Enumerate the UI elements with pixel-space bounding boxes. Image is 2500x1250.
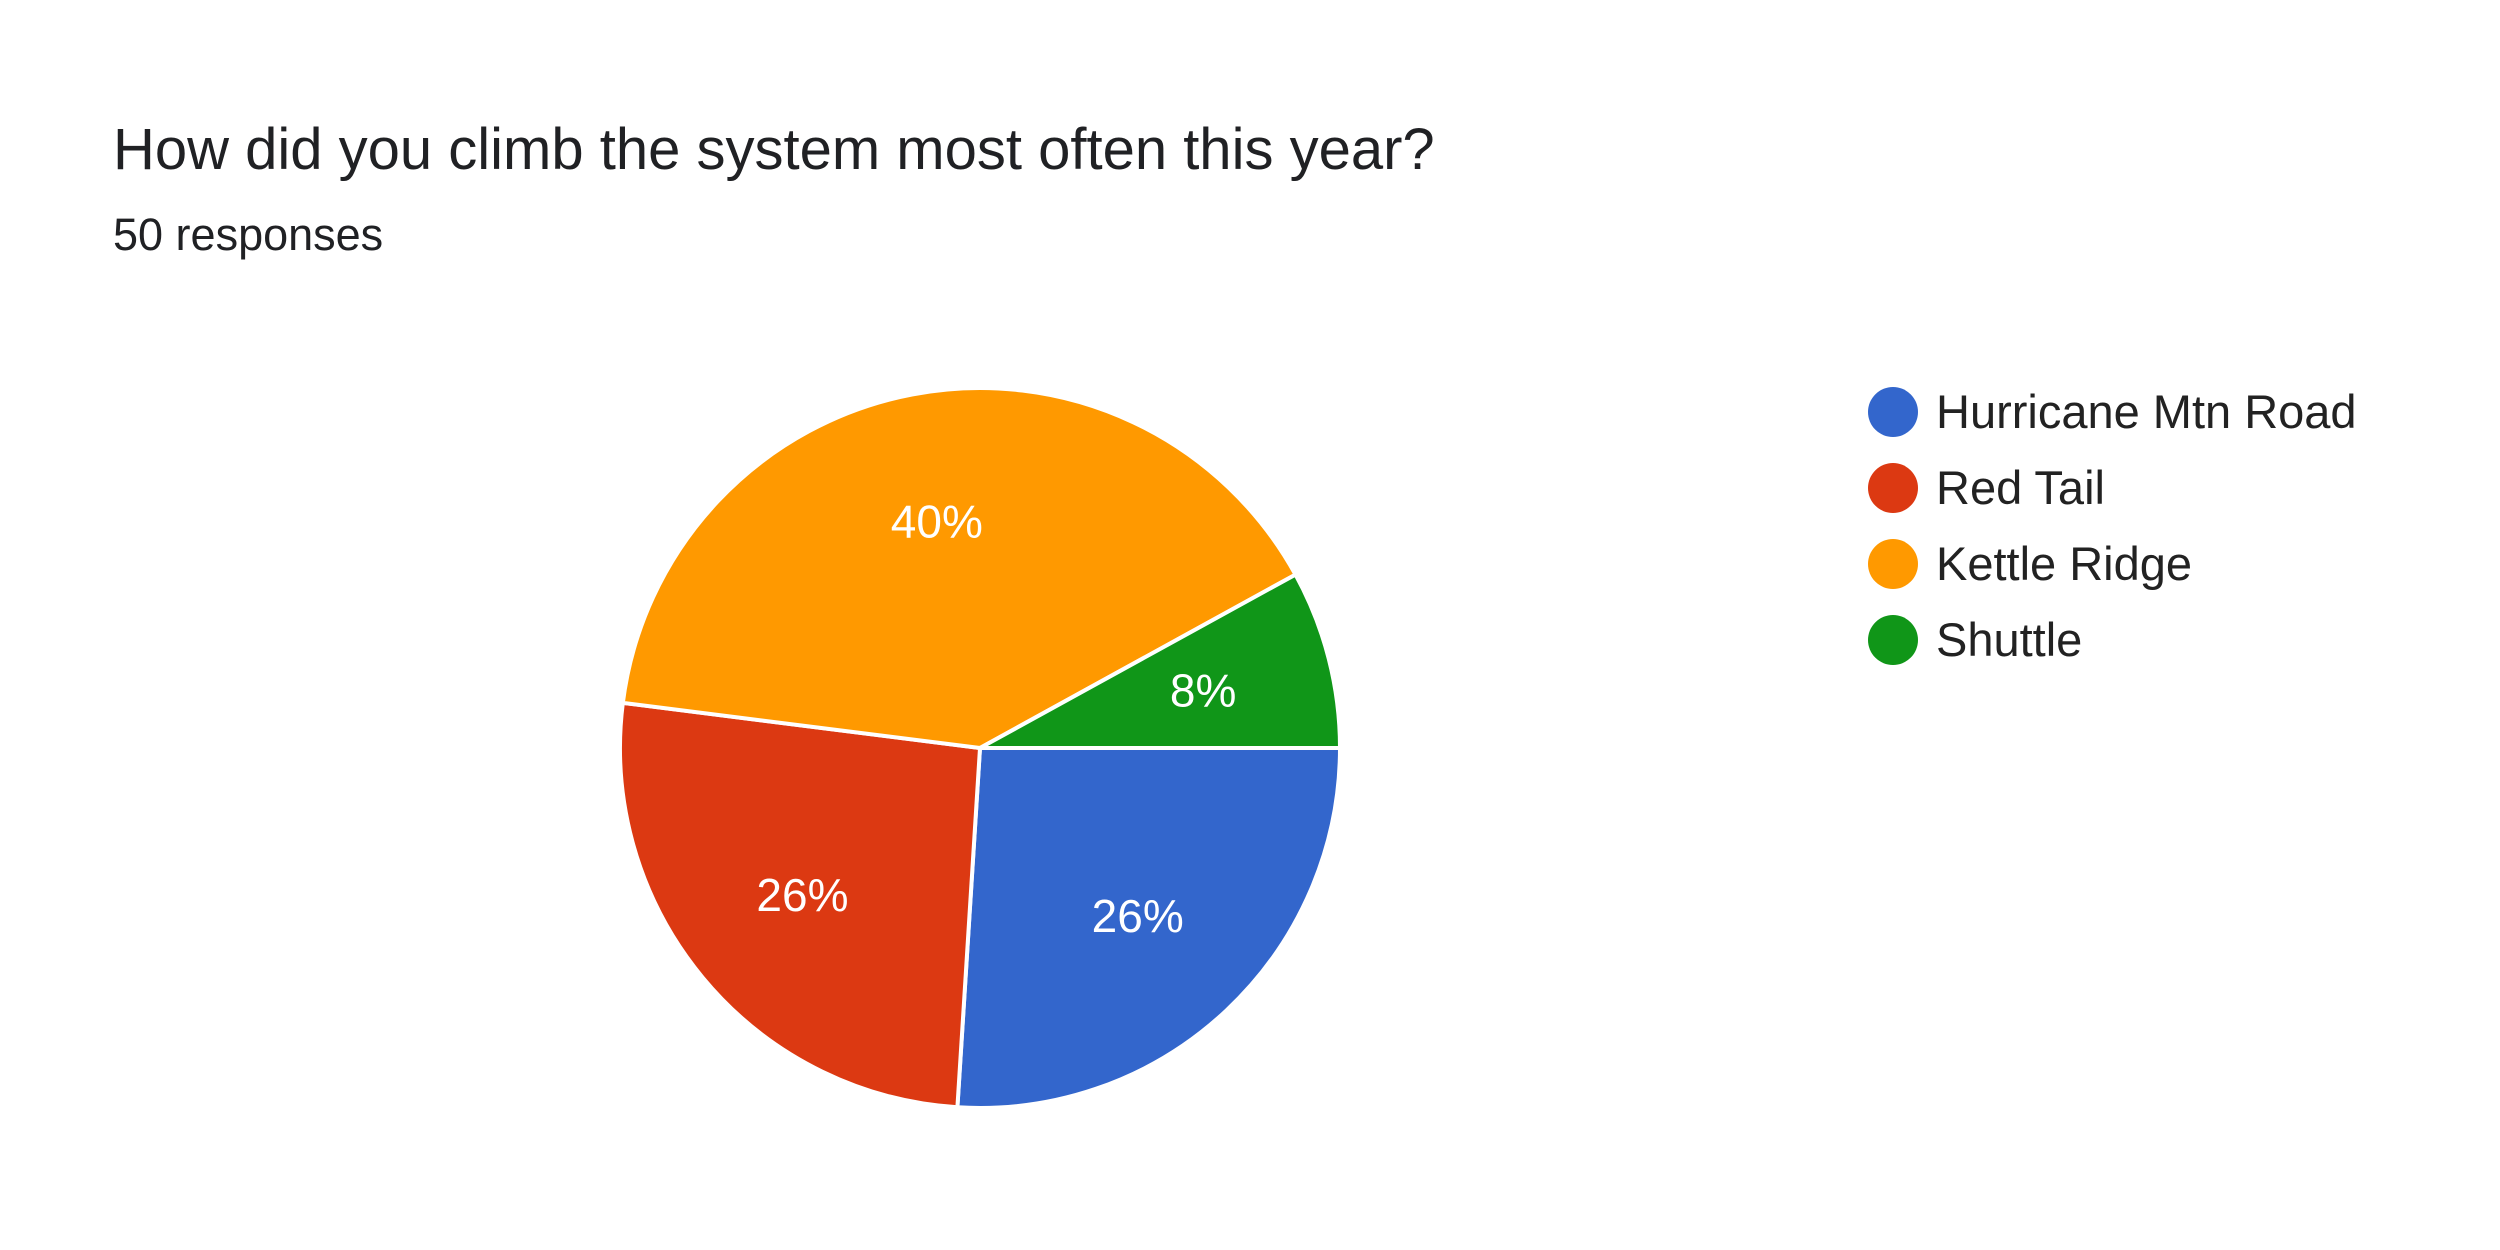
legend-item-kettle-ridge[interactable]: Kettle Ridge: [1868, 526, 2357, 602]
slice-label-hurricane-mtn-road: 26%: [1092, 890, 1184, 942]
chart-title: How did you climb the system most often …: [113, 117, 1435, 182]
slice-label-red-tail: 26%: [756, 869, 848, 921]
pie-slices: [618, 386, 1342, 1110]
legend-swatch-icon: [1868, 387, 1918, 437]
pie-slice-red-tail[interactable]: [618, 700, 982, 1110]
legend-swatch-icon: [1868, 539, 1918, 589]
pie-slice-shuttle[interactable]: [978, 572, 1342, 750]
legend-item-shuttle[interactable]: Shuttle: [1868, 602, 2357, 678]
pie-slice-kettle-ridge[interactable]: [620, 386, 1298, 750]
legend-swatch-icon: [1868, 615, 1918, 665]
response-count: 50 responses: [113, 209, 384, 260]
legend-item-red-tail[interactable]: Red Tail: [1868, 450, 2357, 526]
legend-item-hurricane-mtn-road[interactable]: Hurricane Mtn Road: [1868, 374, 2357, 450]
legend-label: Hurricane Mtn Road: [1936, 385, 2357, 438]
chart-legend: Hurricane Mtn Road Red Tail Kettle Ridge Sh…: [1868, 374, 2357, 678]
pie-slice-hurricane-mtn-road[interactable]: [955, 746, 1342, 1110]
legend-label: Shuttle: [1936, 613, 2083, 666]
slice-label-kettle-ridge: 40%: [891, 496, 983, 548]
legend-label: Kettle Ridge: [1936, 537, 2193, 590]
pie-slice-labels: 26% 26% 40% 8%: [756, 496, 1236, 942]
legend-label: Red Tail: [1936, 461, 2105, 514]
slice-label-shuttle: 8%: [1170, 665, 1236, 717]
legend-swatch-icon: [1868, 463, 1918, 513]
